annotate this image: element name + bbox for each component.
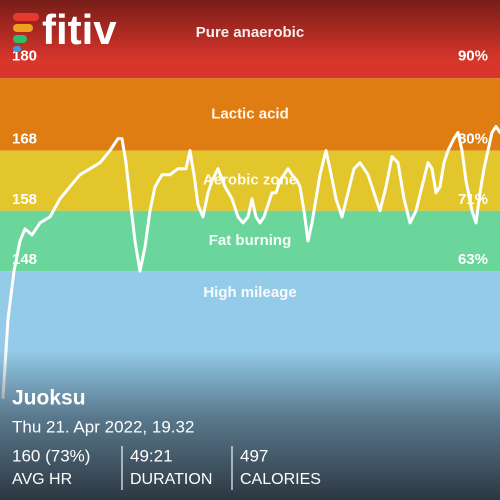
zone-percent-label: 90% [458, 47, 488, 64]
logo-text: fitiv [42, 6, 117, 53]
zone-name: Fat burning [209, 232, 292, 249]
zone-band [0, 150, 500, 211]
stat-label: AVG HR [12, 471, 72, 488]
zone-band [0, 78, 500, 151]
logo: fitiv [13, 6, 117, 53]
bottom-shade [0, 350, 500, 500]
zone-percent-label: 63% [458, 251, 488, 268]
logo-bar [13, 24, 33, 32]
stat-label: CALORIES [240, 471, 321, 488]
zone-name: Aerobic zone [203, 172, 297, 189]
activity-date: Thu 21. Apr 2022, 19.32 [12, 417, 194, 436]
stat-value: 497 [240, 446, 268, 465]
logo-bar [13, 46, 21, 52]
zone-name: High mileage [203, 284, 296, 301]
stat-value: 160 (73%) [12, 446, 90, 465]
logo-bar [13, 13, 39, 21]
logo-bar [13, 35, 27, 43]
zone-percent-label: 71% [458, 191, 488, 208]
zone-name: Lactic acid [211, 105, 289, 122]
plot [1, 125, 500, 400]
zone-min-label: 158 [12, 191, 37, 208]
activity-title: Juoksu [12, 387, 86, 410]
zone-percent-label: 80% [458, 131, 488, 148]
stat-label: DURATION [130, 471, 212, 488]
zone-min-label: 168 [12, 131, 37, 148]
stats: 160 (73%) AVG HR 49:21 DURATION 497 CALORIES [12, 446, 321, 490]
heart-rate-line [1, 125, 500, 400]
stat-value: 49:21 [130, 446, 173, 465]
top-shade [0, 0, 500, 60]
zone-band [0, 210, 500, 272]
zone-name: Pure anaerobic [196, 24, 304, 41]
